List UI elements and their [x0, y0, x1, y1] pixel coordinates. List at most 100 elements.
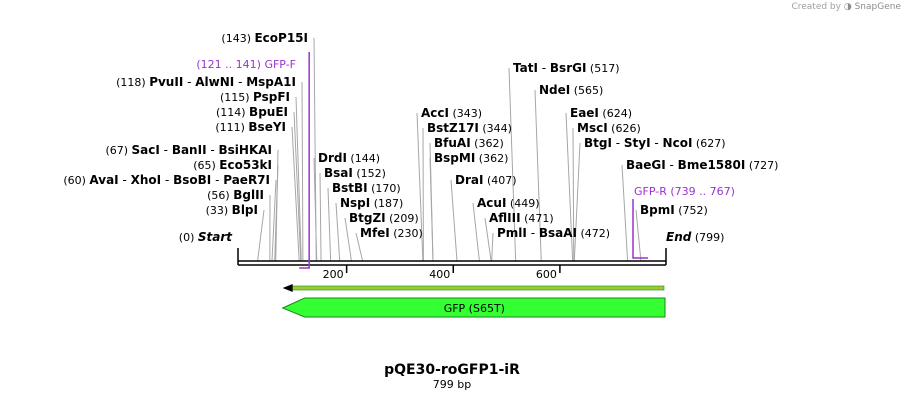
- site-label-bstbi[interactable]: BstBI (170): [332, 181, 401, 195]
- site-label-bpuei[interactable]: (114) BpuEI: [216, 105, 288, 119]
- site-name-eaei-0: EaeI: [570, 106, 599, 120]
- site-label-ecop15i[interactable]: (143) EcoP15I: [221, 31, 308, 45]
- site-label-acui[interactable]: AcuI (449): [477, 196, 540, 210]
- site-label-bglii[interactable]: (56) BglII: [207, 188, 264, 202]
- site-leader-btgi: [573, 142, 581, 262]
- site-label-baegi[interactable]: BaeGI - Bme1580I (727): [626, 158, 778, 172]
- site-pos-bspmi: (362): [475, 152, 508, 165]
- site-label-bstz17i[interactable]: BstZ17I (344): [427, 121, 512, 135]
- site-label-nspi[interactable]: NspI (187): [340, 196, 403, 210]
- site-name-pvuii-1: AlwNI: [195, 75, 234, 89]
- site-sep: -: [538, 61, 550, 75]
- site-pos-aflIII: (471): [521, 212, 554, 225]
- site-label-mfei[interactable]: MfeI (230): [360, 226, 423, 240]
- site-pos-pspfi: (115): [220, 91, 253, 104]
- site-pos-tati: (517): [586, 62, 619, 75]
- site-pos-blpi: (33): [206, 204, 232, 217]
- site-name-bpuei-0: BpuEI: [249, 105, 288, 119]
- site-name-eco53ki-0: Eco53kI: [219, 158, 272, 172]
- site-pos-acui: (449): [506, 197, 539, 210]
- site-leader-mfei: [355, 232, 364, 262]
- site-label-bseyi[interactable]: (111) BseYI: [215, 120, 286, 134]
- site-leader-pvuii: [301, 81, 304, 262]
- snapgene-logo-icon: ◑: [843, 2, 852, 12]
- site-label-eaei[interactable]: EaeI (624): [570, 106, 632, 120]
- site-name-btgzi-0: BtgZI: [349, 211, 386, 225]
- site-label-drdi[interactable]: DrdI (144): [318, 151, 380, 165]
- site-sep: -: [160, 143, 172, 157]
- site-name-btgi-2: NcoI: [663, 136, 693, 150]
- primer-label-gfp-r[interactable]: GFP-R (739 .. 767): [634, 185, 735, 198]
- site-label-bfuai[interactable]: BfuAI (362): [434, 136, 504, 150]
- feature-arrow-gfp[interactable]: [281, 297, 666, 318]
- site-name-btgi-0: BtgI: [584, 136, 612, 150]
- site-name-bstbi-0: BstBI: [332, 181, 368, 195]
- tick-label-400: 400: [429, 268, 450, 281]
- site-pos-btgi: (627): [692, 137, 725, 150]
- features: GFP (S65T): [281, 284, 666, 318]
- tick-label-200: 200: [323, 268, 344, 281]
- primer-arrow-gfp-f: [299, 52, 310, 269]
- site-name-saci-2: BsiHKAI: [219, 143, 273, 157]
- site-sep: -: [651, 136, 663, 150]
- site-pos-pvuii: (118): [116, 76, 149, 89]
- boundary-label-end: End: [666, 230, 692, 244]
- site-pos-bpmi: (752): [675, 204, 708, 217]
- site-name-saci-0: SacI: [132, 143, 160, 157]
- site-label-avai[interactable]: (60) AvaI - XhoI - BsoBI - PaeR7I: [63, 173, 270, 187]
- site-label-aflIII[interactable]: AflIII (471): [489, 211, 554, 225]
- site-label-saci[interactable]: (67) SacI - BanII - BsiHKAI: [105, 143, 272, 157]
- site-label-bspmi[interactable]: BspMI (362): [434, 151, 508, 165]
- site-leader-avai: [271, 179, 277, 262]
- site-name-baegi-0: BaeGI: [626, 158, 666, 172]
- site-label-bpmi[interactable]: BpmI (752): [640, 203, 708, 217]
- site-pos-eco53ki: (65): [193, 159, 219, 172]
- orf-bar-gfp: [290, 285, 665, 291]
- axis-ticks: 200 400 600: [323, 265, 561, 281]
- site-labels: (33) BlpI(56) BglII(60) AvaI - XhoI - Bs…: [63, 31, 778, 244]
- primer-name-gfp-f: GFP-F: [264, 58, 296, 71]
- site-leader-pspfi: [295, 96, 302, 262]
- site-leader-bpmi: [635, 209, 642, 262]
- site-pos-bpuei: (114): [216, 106, 249, 119]
- site-pos-acci: (343): [449, 107, 482, 120]
- site-label-btgi[interactable]: BtgI - StyI - NcoI (627): [584, 136, 726, 150]
- site-label-pmli[interactable]: PmlI - BsaAI (472): [497, 226, 610, 240]
- site-name-ndei-0: NdeI: [539, 83, 570, 97]
- site-name-blpi-0: BlpI: [232, 203, 258, 217]
- site-pos-ecop15i: (143): [221, 32, 254, 45]
- site-pos-bseyi: (111): [215, 121, 248, 134]
- site-label-bsai[interactable]: BsaI (152): [324, 166, 386, 180]
- site-name-bpmi-0: BpmI: [640, 203, 675, 217]
- boundary-pos-start: (0): [179, 231, 198, 244]
- site-name-pmli-0: PmlI: [497, 226, 527, 240]
- site-name-avai-2: BsoBI: [173, 173, 211, 187]
- site-leader-blpi: [257, 209, 265, 262]
- boundary-end: End (799): [666, 230, 724, 244]
- site-label-ndei[interactable]: NdeI (565): [539, 83, 603, 97]
- site-leader-tati: [508, 67, 517, 262]
- site-label-acci[interactable]: AccI (343): [421, 106, 482, 120]
- site-label-drai[interactable]: DraI (407): [455, 173, 517, 187]
- primer-range-gfp-f: (121 .. 141): [196, 58, 264, 71]
- site-label-blpi[interactable]: (33) BlpI: [206, 203, 258, 217]
- orf-arrowhead-gfp: [282, 284, 293, 292]
- site-label-btgzi[interactable]: BtgZI (209): [349, 211, 419, 225]
- site-label-pspfi[interactable]: (115) PspFI: [220, 90, 290, 104]
- site-label-pvuii[interactable]: (118) PvuII - AlwNI - MspA1I: [116, 75, 296, 89]
- plasmid-title: pQE30-roGFP1-iR: [384, 362, 520, 378]
- primer-name-gfp-r: GFP-R: [634, 185, 670, 198]
- site-name-bglii-0: BglII: [233, 188, 264, 202]
- site-pos-bsai: (152): [353, 167, 386, 180]
- tick-label-600: 600: [536, 268, 557, 281]
- site-name-pspfi-0: PspFI: [253, 90, 290, 104]
- site-label-eco53ki[interactable]: (65) Eco53kI: [193, 158, 272, 172]
- site-sep: -: [211, 173, 223, 187]
- site-label-tati[interactable]: TatI - BsrGI (517): [513, 61, 620, 75]
- primer-label-gfp-f[interactable]: (121 .. 141) GFP-F: [196, 58, 296, 71]
- site-sep: -: [527, 226, 539, 240]
- site-label-msci[interactable]: MscI (626): [577, 121, 641, 135]
- site-sep: -: [666, 158, 678, 172]
- site-leader-nspi: [335, 202, 341, 262]
- site-leader-bsai: [319, 172, 322, 262]
